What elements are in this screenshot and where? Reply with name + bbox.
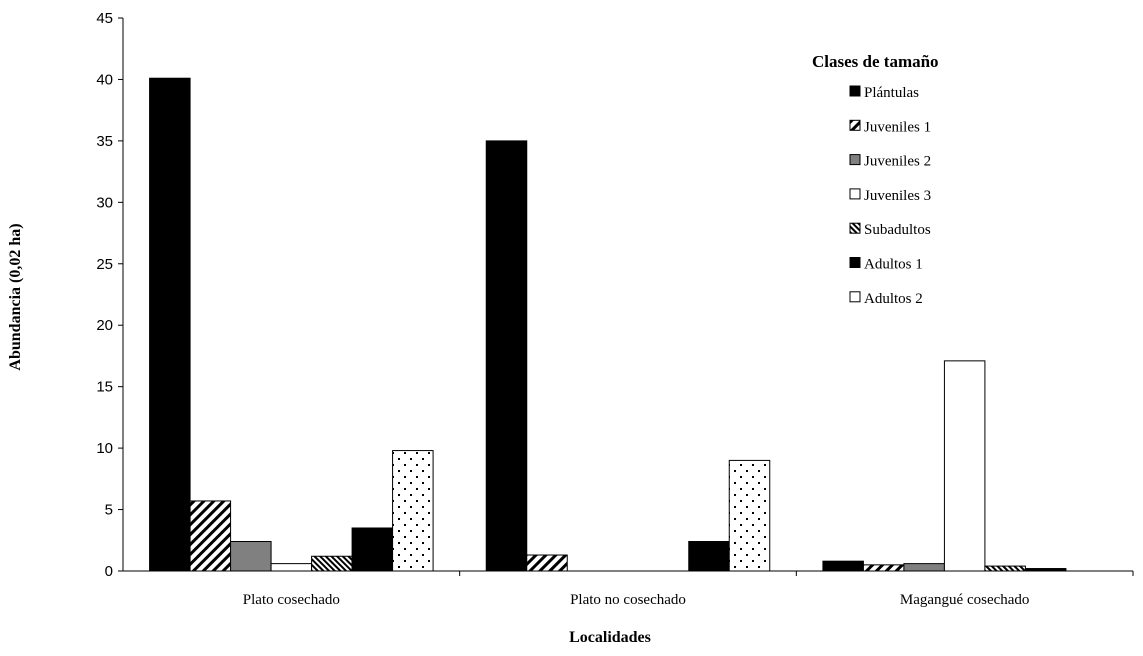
legend-swatch	[849, 119, 861, 131]
y-tick-label: 10	[96, 440, 113, 457]
legend: Plántulas Juveniles 1 Juveniles 2 Juveniles…	[849, 85, 931, 307]
bar-adultos-2-1	[728, 459, 771, 572]
bar-juveniles-1-2	[862, 564, 905, 572]
legend-swatch	[849, 154, 861, 166]
legend-label: Juveniles 3	[864, 188, 931, 204]
legend-title: Clases de tamaño	[812, 52, 939, 71]
legend-label: Juveniles 1	[864, 119, 931, 135]
legend-swatch	[849, 85, 861, 97]
y-tick-label: 40	[96, 71, 113, 88]
plot-area: 0 5 10 15 20 25 30 35 40 45 Plato cosechado Plato n…	[96, 10, 1134, 608]
bar-adultos-1-0	[351, 527, 394, 572]
legend-label: Adultos 2	[864, 291, 923, 307]
bar-juveniles-3-0	[270, 563, 313, 572]
bar-adultos-1-2	[1024, 568, 1067, 572]
bar-juveniles-2-2	[903, 563, 945, 572]
bar-juveniles-1-0	[189, 500, 232, 572]
y-axis-title: Abundancia (0,02 ha)	[7, 223, 24, 370]
legend-label: Juveniles 2	[864, 154, 931, 170]
bar-pl-ntulas-1	[485, 140, 528, 572]
bar-adultos-1-1	[688, 541, 730, 572]
x-category-label: Plato no cosechado	[570, 592, 686, 608]
legend-label: Adultos 1	[864, 257, 923, 273]
bar-pl-ntulas-2	[822, 560, 864, 572]
legend-swatch	[849, 188, 861, 200]
legend-label: Subadultos	[864, 222, 931, 238]
bar-juveniles-2-0	[230, 541, 272, 572]
y-tick-label: 45	[96, 10, 113, 27]
legend-label: Plántulas	[864, 85, 919, 101]
y-tick-label: 15	[96, 379, 113, 396]
legend-swatch	[849, 222, 861, 234]
bar-pl-ntulas-0	[149, 77, 191, 572]
legend-swatch	[849, 257, 861, 268]
y-tick-label: 30	[96, 194, 113, 211]
bar-subadultos-2	[984, 565, 1026, 572]
y-tick-label: 25	[96, 256, 113, 273]
legend-swatch	[849, 291, 861, 303]
x-axis-title: Localidades	[569, 629, 651, 646]
y-tick-label: 20	[96, 317, 113, 334]
bar-juveniles-3-2	[943, 360, 986, 572]
x-category-label: Plato cosechado	[243, 592, 340, 608]
y-tick-label: 0	[105, 563, 113, 580]
x-category-label: Magangué cosechado	[900, 592, 1030, 608]
bar-adultos-2-0	[392, 450, 434, 572]
y-tick-label: 5	[105, 502, 113, 519]
bar-subadultos-0	[311, 555, 353, 572]
bar-juveniles-1-1	[526, 554, 568, 572]
y-tick-label: 35	[96, 133, 113, 150]
